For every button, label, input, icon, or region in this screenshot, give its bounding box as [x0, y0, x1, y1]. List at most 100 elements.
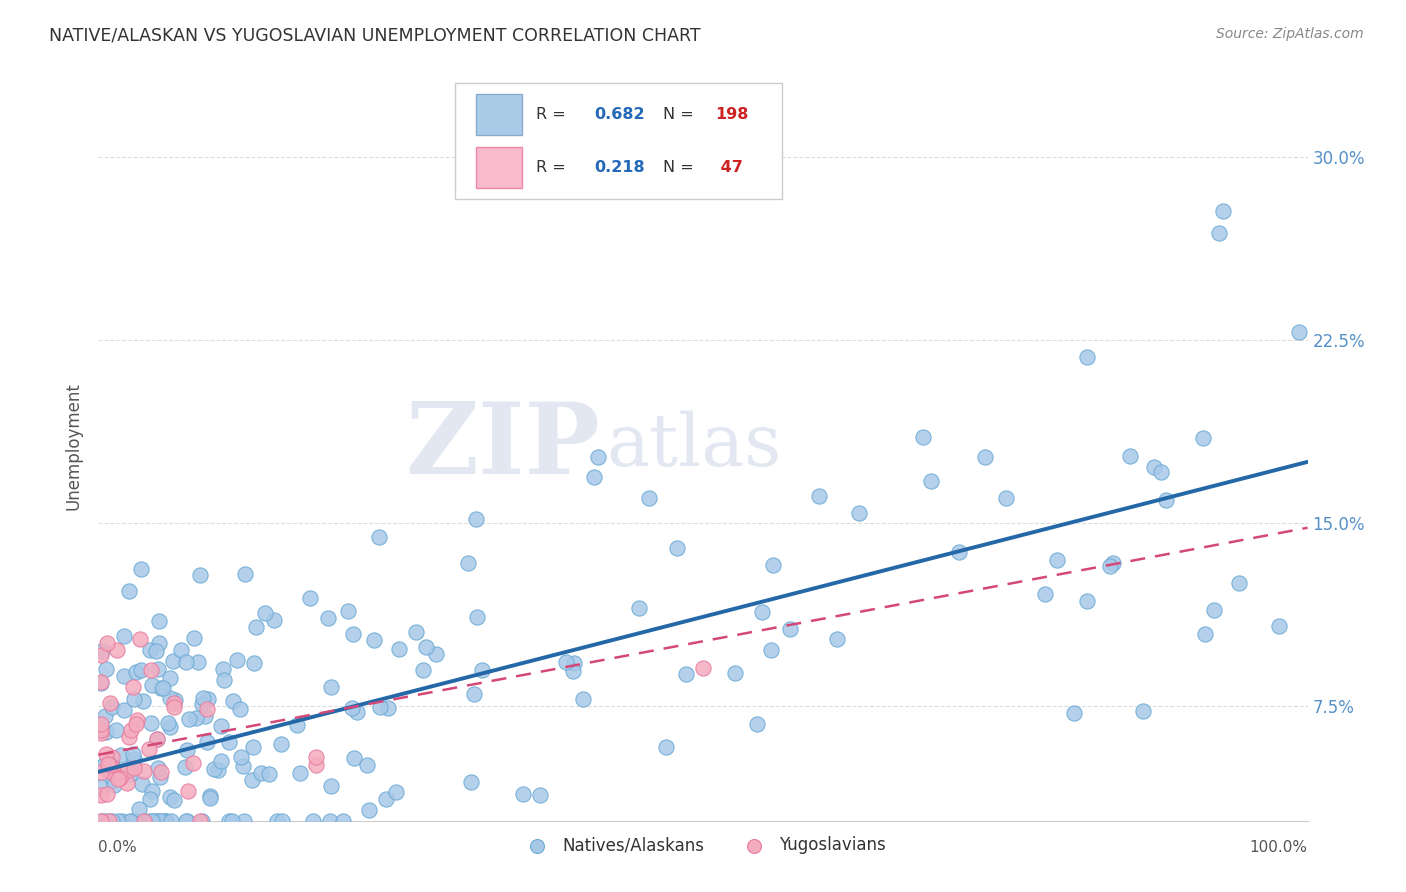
- Point: [221, 694, 243, 708]
- Point: [152, 814, 174, 828]
- Point: [562, 665, 585, 679]
- Point: [675, 667, 697, 681]
- Point: [337, 604, 360, 618]
- Point: [1268, 619, 1291, 633]
- Point: [146, 662, 169, 676]
- Point: [174, 656, 197, 670]
- Point: [96, 764, 118, 778]
- Point: [97, 814, 120, 828]
- Point: [343, 750, 366, 764]
- Point: [148, 636, 170, 650]
- Point: [270, 814, 292, 828]
- Point: [1076, 350, 1098, 364]
- Point: [368, 530, 391, 544]
- Point: [165, 692, 187, 706]
- Point: [1154, 493, 1177, 508]
- Point: [415, 640, 437, 654]
- Point: [368, 700, 391, 714]
- Point: [118, 814, 141, 828]
- Point: [145, 814, 167, 828]
- Point: [243, 656, 266, 670]
- Point: [128, 802, 150, 816]
- Point: [150, 681, 173, 695]
- Point: [249, 765, 271, 780]
- Point: [191, 814, 214, 828]
- Point: [134, 814, 156, 828]
- Point: [176, 814, 198, 828]
- Point: [121, 681, 143, 695]
- Point: [363, 633, 385, 648]
- Point: [127, 713, 149, 727]
- Point: [94, 757, 117, 772]
- Point: [332, 814, 354, 828]
- Point: [209, 719, 232, 733]
- Point: [1102, 556, 1125, 570]
- Point: [90, 789, 112, 803]
- Point: [100, 765, 122, 780]
- Point: [319, 779, 342, 793]
- Point: [120, 814, 142, 828]
- Point: [692, 661, 714, 675]
- Point: [112, 703, 135, 717]
- Point: [848, 506, 870, 520]
- Point: [1119, 449, 1142, 463]
- Point: [463, 687, 485, 701]
- Point: [139, 792, 162, 806]
- Point: [93, 814, 115, 828]
- Point: [177, 784, 200, 798]
- Point: [125, 716, 148, 731]
- Y-axis label: Unemployment: Unemployment: [65, 382, 83, 510]
- Point: [465, 610, 488, 624]
- Point: [207, 763, 229, 777]
- Point: [209, 754, 232, 768]
- Point: [120, 723, 142, 737]
- Point: [948, 545, 970, 559]
- Text: 198: 198: [716, 107, 748, 122]
- Point: [159, 690, 181, 705]
- Point: [211, 662, 233, 676]
- Text: 47: 47: [716, 160, 742, 175]
- Point: [96, 761, 118, 775]
- Point: [388, 641, 411, 656]
- Point: [148, 814, 170, 828]
- Point: [512, 787, 534, 801]
- Point: [572, 692, 595, 706]
- Point: [157, 715, 180, 730]
- Point: [159, 671, 181, 685]
- Point: [111, 814, 134, 828]
- Point: [93, 757, 115, 772]
- Point: [101, 759, 124, 773]
- Point: [90, 726, 112, 740]
- Text: 100.0%: 100.0%: [1250, 840, 1308, 855]
- Point: [177, 712, 200, 726]
- Point: [191, 691, 214, 706]
- Point: [138, 741, 160, 756]
- Point: [994, 491, 1017, 505]
- Point: [181, 756, 204, 771]
- Point: [319, 814, 342, 828]
- Point: [163, 696, 186, 710]
- Point: [266, 814, 288, 828]
- Point: [1046, 552, 1069, 566]
- Point: [465, 512, 488, 526]
- Point: [105, 642, 128, 657]
- FancyBboxPatch shape: [475, 146, 522, 188]
- Point: [305, 749, 328, 764]
- Point: [101, 772, 124, 787]
- Point: [155, 814, 177, 828]
- Point: [751, 605, 773, 619]
- Point: [115, 776, 138, 790]
- Point: [1143, 459, 1166, 474]
- Point: [108, 772, 131, 786]
- Point: [287, 717, 309, 731]
- Point: [1208, 226, 1230, 240]
- Point: [253, 606, 276, 620]
- Point: [1192, 431, 1215, 445]
- Point: [94, 747, 117, 761]
- Point: [233, 814, 256, 828]
- Point: [90, 723, 112, 737]
- Point: [97, 757, 120, 772]
- Point: [405, 625, 427, 640]
- Point: [94, 709, 117, 723]
- Point: [779, 622, 801, 636]
